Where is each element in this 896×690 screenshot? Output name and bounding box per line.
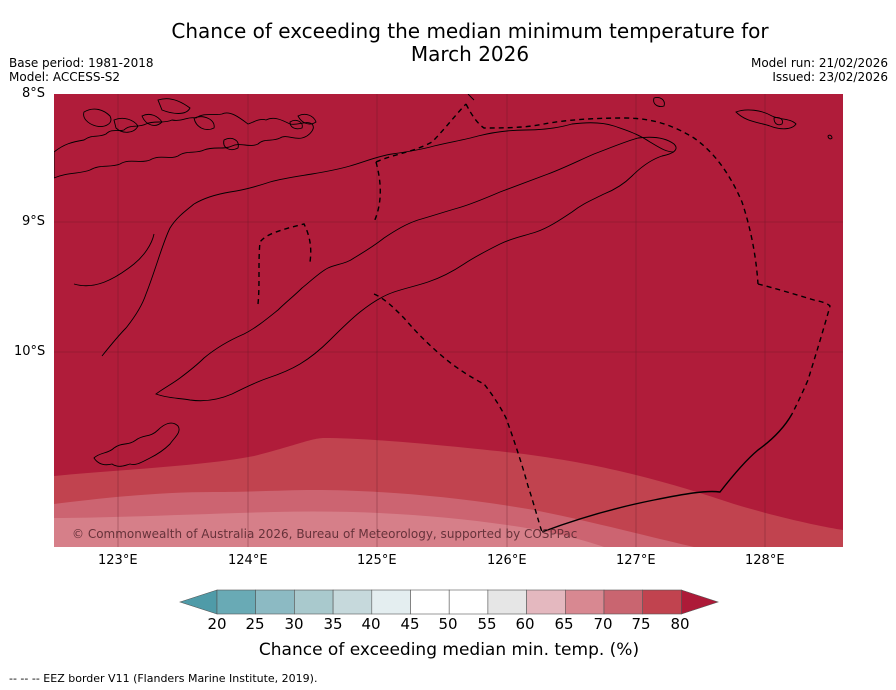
colorbar-tick-70: 70 bbox=[593, 615, 613, 633]
colorbar-cell bbox=[487, 589, 527, 615]
colorbar-cell bbox=[255, 589, 295, 615]
coastlines bbox=[54, 94, 833, 467]
model-run: Model run: 21/02/2026 bbox=[750, 56, 888, 70]
colorbar-tick-80: 80 bbox=[670, 615, 690, 633]
meta-left: Base period: 1981-2018 Model: ACCESS-S2 bbox=[9, 56, 154, 84]
copyright-text: © Commonwealth of Australia 2026, Bureau… bbox=[72, 527, 577, 541]
colorbar-tick-75: 75 bbox=[631, 615, 651, 633]
colorbar-extend-low bbox=[179, 589, 218, 615]
colorbar bbox=[179, 589, 719, 615]
colorbar-cell bbox=[603, 589, 644, 615]
lon-label-128e: 128°E bbox=[745, 553, 785, 568]
colorbar-cell bbox=[642, 589, 682, 615]
lon-label-126e: 126°E bbox=[487, 553, 527, 568]
colorbar-tick-65: 65 bbox=[554, 615, 574, 633]
map-panel: © Commonwealth of Australia 2026, Bureau… bbox=[54, 94, 843, 547]
colorbar-tick-30: 30 bbox=[284, 615, 304, 633]
lat-label-9s: 9°S bbox=[22, 214, 46, 229]
graticule bbox=[54, 94, 843, 547]
maritime-border bbox=[541, 413, 793, 533]
model-name: Model: ACCESS-S2 bbox=[9, 70, 121, 84]
colorbar-cell bbox=[216, 589, 257, 615]
colorbar-tick-50: 50 bbox=[438, 615, 458, 633]
title-line-2: March 2026 bbox=[410, 42, 530, 66]
colorbar-cell bbox=[294, 589, 334, 615]
probability-band-65 bbox=[54, 511, 604, 547]
lon-label-127e: 127°E bbox=[616, 553, 656, 568]
footnote: -- -- -- EEZ border V11 (Flanders Marine… bbox=[9, 672, 318, 685]
colorbar-tick-40: 40 bbox=[361, 615, 381, 633]
colorbar-tick-55: 55 bbox=[477, 615, 497, 633]
map-title: Chance of exceeding the median minimum t… bbox=[120, 20, 820, 66]
colorbar-tick-25: 25 bbox=[245, 615, 265, 633]
lon-label-124e: 124°E bbox=[228, 553, 268, 568]
colorbar-label: Chance of exceeding median min. temp. (%… bbox=[258, 640, 640, 660]
colorbar-cell bbox=[371, 589, 411, 615]
colorbar-tick-20: 20 bbox=[207, 615, 227, 633]
base-period: Base period: 1981-2018 bbox=[9, 56, 154, 70]
lon-label-125e: 125°E bbox=[357, 553, 397, 568]
lon-label-123e: 123°E bbox=[98, 553, 138, 568]
colorbar-cell bbox=[564, 589, 605, 615]
colorbar-tick-45: 45 bbox=[400, 615, 420, 633]
colorbar-tick-35: 35 bbox=[323, 615, 343, 633]
lat-label-10s: 10°S bbox=[14, 344, 46, 359]
colorbar-extend-high bbox=[681, 589, 719, 615]
colorbar-cell bbox=[332, 589, 373, 615]
issued-date: Issued: 23/02/2026 bbox=[772, 70, 888, 84]
title-line-1: Chance of exceeding the median minimum t… bbox=[171, 19, 769, 43]
colorbar-cell bbox=[410, 589, 450, 615]
colorbar-tick-60: 60 bbox=[515, 615, 535, 633]
lat-label-8s: 8°S bbox=[22, 86, 46, 101]
meta-right: Model run: 21/02/2026 Issued: 23/02/2026 bbox=[751, 56, 888, 84]
eez-borders bbox=[257, 103, 831, 533]
colorbar-cell bbox=[448, 589, 489, 615]
colorbar-cell bbox=[526, 589, 566, 615]
